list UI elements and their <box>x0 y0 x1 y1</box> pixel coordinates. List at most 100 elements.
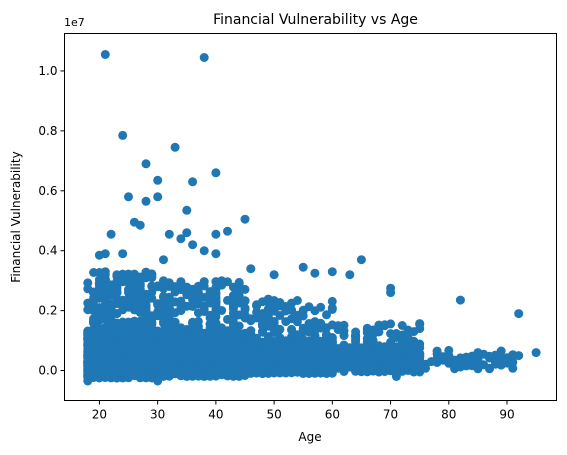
data-point <box>351 328 360 337</box>
data-point <box>217 281 226 290</box>
data-point <box>310 269 319 278</box>
x-tick-label: 60 <box>325 408 340 422</box>
data-point <box>491 357 500 366</box>
data-point <box>89 368 98 377</box>
data-point <box>95 291 104 300</box>
x-tick-label: 20 <box>92 408 107 422</box>
data-point <box>211 288 220 297</box>
data-point <box>235 329 244 338</box>
data-point <box>299 306 308 315</box>
data-point <box>107 302 116 311</box>
y-tick-label: 0.8 <box>38 124 57 138</box>
y-tick-label: 0.2 <box>38 304 57 318</box>
data-point <box>188 352 197 361</box>
data-point <box>473 357 482 366</box>
x-tick-label: 90 <box>499 408 514 422</box>
data-point <box>171 329 180 338</box>
data-point <box>386 319 395 328</box>
data-point <box>456 296 465 305</box>
data-point <box>83 377 92 386</box>
data-point <box>211 306 220 315</box>
data-point <box>147 320 156 329</box>
data-point <box>340 331 349 340</box>
data-point <box>89 314 98 323</box>
data-point <box>433 347 442 356</box>
data-point <box>153 360 162 369</box>
data-point <box>130 337 139 346</box>
data-point <box>182 343 191 352</box>
data-point <box>124 192 133 201</box>
data-point <box>404 327 413 336</box>
data-point <box>136 221 145 230</box>
data-point <box>182 359 191 368</box>
data-point <box>241 215 250 224</box>
data-point <box>299 263 308 272</box>
data-point <box>299 340 308 349</box>
data-point <box>264 357 273 366</box>
data-point <box>159 276 168 285</box>
data-point <box>229 314 238 323</box>
data-point <box>404 359 413 368</box>
data-point <box>188 289 197 298</box>
data-point <box>264 298 273 307</box>
data-point <box>165 293 174 302</box>
data-point <box>112 343 121 352</box>
data-point <box>112 363 121 372</box>
data-point <box>194 317 203 326</box>
data-point <box>194 369 203 378</box>
data-point <box>235 278 244 287</box>
data-point <box>194 308 203 317</box>
data-point <box>130 347 139 356</box>
data-point <box>83 331 92 340</box>
data-point <box>392 351 401 360</box>
data-points <box>83 50 540 386</box>
data-point <box>363 345 372 354</box>
data-point <box>142 293 151 302</box>
data-point <box>310 306 319 315</box>
data-point <box>450 360 459 369</box>
y-axis-label: Financial Vulnerability <box>9 151 23 282</box>
data-point <box>200 360 209 369</box>
data-point <box>363 366 372 375</box>
data-point <box>200 246 209 255</box>
data-point <box>281 317 290 326</box>
data-point <box>107 230 116 239</box>
data-point <box>153 301 162 310</box>
x-tick-label: 30 <box>150 408 165 422</box>
data-point <box>374 348 383 357</box>
data-point <box>264 339 273 348</box>
data-point <box>130 298 139 307</box>
data-point <box>206 314 215 323</box>
data-point <box>124 273 133 282</box>
data-point <box>357 255 366 264</box>
data-point <box>246 326 255 335</box>
data-point <box>182 334 191 343</box>
data-point <box>299 363 308 372</box>
data-point <box>200 53 209 62</box>
data-point <box>392 372 401 381</box>
y-offset-label: 1e7 <box>64 16 85 29</box>
data-point <box>107 282 116 291</box>
x-axis-label: Age <box>298 430 321 444</box>
data-point <box>374 324 383 333</box>
data-point <box>112 331 121 340</box>
data-point <box>275 367 284 376</box>
data-point <box>415 352 424 361</box>
data-point <box>386 338 395 347</box>
data-point <box>473 348 482 357</box>
data-point <box>246 264 255 273</box>
data-point <box>328 304 337 313</box>
data-point <box>217 340 226 349</box>
data-point <box>258 319 267 328</box>
data-point <box>252 334 261 343</box>
data-point <box>182 206 191 215</box>
data-point <box>334 360 343 369</box>
data-point <box>281 341 290 350</box>
data-point <box>130 321 139 330</box>
y-tick-label: 0.6 <box>38 184 57 198</box>
data-point <box>462 361 471 370</box>
x-tick-label: 70 <box>383 408 398 422</box>
data-point <box>328 348 337 357</box>
data-point <box>328 267 337 276</box>
